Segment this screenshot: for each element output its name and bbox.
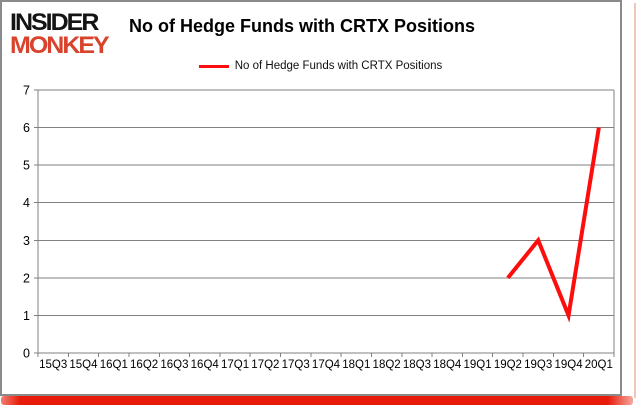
y-axis-label: 5 <box>23 159 30 173</box>
legend-label: No of Hedge Funds with CRTX Positions <box>234 60 443 72</box>
x-axis-label: 15Q3 <box>39 359 67 371</box>
bottom-red-bar <box>1 396 633 405</box>
x-axis-label: 15Q4 <box>69 359 98 371</box>
y-axis-label: 4 <box>23 196 30 210</box>
x-axis-label: 18Q3 <box>403 359 431 371</box>
insider-monkey-logo: INSIDER MONKEY <box>10 9 110 59</box>
x-axis-label: 17Q2 <box>251 359 279 371</box>
x-axis-label: 20Q1 <box>585 359 613 371</box>
chart-title: No of Hedge Funds with CRTX Positions <box>129 16 475 36</box>
y-axis-label: 6 <box>23 121 30 135</box>
chart-legend: No of Hedge Funds with CRTX Positions <box>2 60 637 72</box>
y-axis-label: 3 <box>23 234 30 248</box>
logo-text-monkey: MONKEY <box>10 32 110 59</box>
y-axis-label: 2 <box>23 271 30 285</box>
x-axis-label: 16Q2 <box>130 359 158 371</box>
legend-line-swatch <box>198 64 229 68</box>
logo-text-insider: INSIDER <box>10 9 99 36</box>
x-axis-label: 16Q4 <box>191 359 220 371</box>
line-chart-plot: 0 1 2 3 4 5 6 7 15Q3 15Q4 16Q1 16Q2 16Q3 16Q4 17Q1 17Q2… <box>23 84 615 371</box>
x-axis-label: 16Q3 <box>160 359 188 371</box>
y-axis-label: 0 <box>23 347 30 361</box>
chart-frame: INSIDER MONKEY No of Hedge Funds with CR… <box>0 0 622 396</box>
x-axis-label: 18Q2 <box>373 359 401 371</box>
x-axis-label: 17Q3 <box>282 359 310 371</box>
x-axis-label: 17Q1 <box>221 359 249 371</box>
x-axis-label: 19Q1 <box>464 359 492 371</box>
x-axis-label: 16Q1 <box>100 359 128 371</box>
x-axis-label: 19Q4 <box>554 359 583 371</box>
y-axis-label: 1 <box>23 309 30 323</box>
data-line <box>506 127 601 323</box>
x-axis-label: 19Q3 <box>524 359 552 371</box>
x-axis-label: 18Q4 <box>433 359 462 371</box>
x-axis-label: 18Q1 <box>342 359 370 371</box>
right-edge-accent <box>634 3 636 398</box>
x-axis-label: 19Q2 <box>494 359 522 371</box>
x-axis-label: 17Q4 <box>312 359 341 371</box>
y-axis-label: 7 <box>23 84 30 98</box>
